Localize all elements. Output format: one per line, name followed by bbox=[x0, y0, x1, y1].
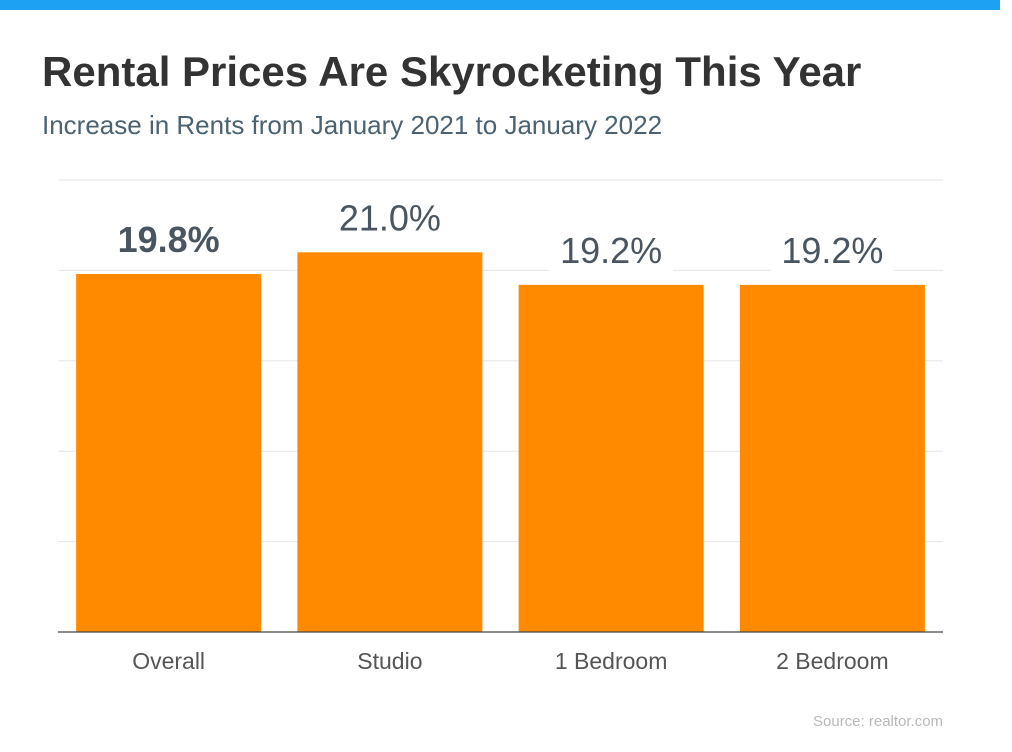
value-label: 19.2% bbox=[560, 230, 662, 271]
bar-overall bbox=[76, 274, 262, 632]
value-label-background bbox=[549, 228, 674, 273]
category-label: Studio bbox=[357, 648, 422, 674]
bar-1-bedroom bbox=[518, 284, 704, 632]
value-label: 19.2% bbox=[781, 230, 883, 271]
value-label: 19.8% bbox=[118, 219, 220, 260]
value-label-background bbox=[770, 228, 895, 273]
category-label: Overall bbox=[132, 648, 205, 674]
top-accent-bar bbox=[0, 0, 1000, 10]
category-label: 1 Bedroom bbox=[555, 648, 668, 674]
value-label: 21.0% bbox=[339, 197, 441, 238]
bar-studio bbox=[297, 252, 483, 632]
chart-subtitle: Increase in Rents from January 2021 to J… bbox=[42, 110, 663, 140]
value-label-background bbox=[327, 196, 452, 241]
bar-2-bedroom bbox=[739, 284, 925, 632]
category-label: 2 Bedroom bbox=[776, 648, 889, 674]
source-note: Source: realtor.com bbox=[813, 713, 944, 730]
chart-title: Rental Prices Are Skyrocketing This Year bbox=[42, 48, 862, 95]
value-label-background bbox=[106, 218, 231, 263]
